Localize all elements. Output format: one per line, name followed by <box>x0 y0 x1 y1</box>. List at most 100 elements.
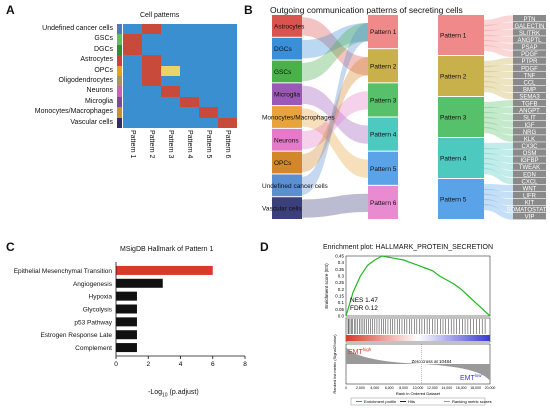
heatmap-row-label: Monocytes/Macrophages <box>34 108 113 116</box>
heatmap-cell <box>123 117 142 128</box>
heatmap-cell <box>161 96 180 108</box>
heatmap-cell <box>161 24 180 35</box>
gsea-metric-y-label: Ranked list metric (Signal2Noise) <box>332 334 337 394</box>
bar-chart-xlabel: -Log10 (p.adjust) <box>148 389 199 399</box>
heatmap-cell <box>123 55 142 66</box>
sankey-signal-label: ANGPT <box>519 109 540 115</box>
heatmap-col-label: Pattern 5 <box>204 130 212 159</box>
sankey-signal-label: PDGF <box>521 66 538 72</box>
gsea-legend-label: Ranking metric scores <box>452 399 492 404</box>
sankey-pattern-label: Pattern 5 <box>440 197 467 204</box>
heatmap-row-swatch <box>117 24 122 35</box>
sankey-pattern-node <box>438 15 484 55</box>
heatmap-cell <box>199 117 218 128</box>
sankey-flow <box>302 57 368 173</box>
sankey-signal-label: WNT <box>523 186 537 192</box>
gsea-emt-high: EMThigh <box>348 347 372 356</box>
sankey-flow <box>484 162 513 178</box>
sankey-flow <box>484 29 513 37</box>
heatmap-cell <box>199 76 218 87</box>
gsea-zero-cross-label: Zero cross at 10484 <box>411 359 452 364</box>
sankey-flow <box>302 91 368 150</box>
gsea-x-tick-label: 12,000 <box>427 386 438 390</box>
sankey-pattern-node <box>368 83 398 117</box>
gsea-metric-positive <box>346 347 422 364</box>
heatmap-cell <box>199 24 218 35</box>
sankey-cell-label: GSCs <box>274 69 292 76</box>
heatmap-cell <box>218 107 237 118</box>
heatmap-col-label: Pattern 3 <box>166 130 174 159</box>
sankey-signal-label: GALECTIN <box>514 24 544 30</box>
bar-category-label: Hypoxia <box>89 294 113 301</box>
bar-x-tick-label: 2 <box>146 361 150 368</box>
heatmap-row-label: Undefined cancer cells <box>42 25 113 32</box>
sankey-flow <box>484 75 513 86</box>
panel-d: D Enrichment plot: HALLMARK_PROTEIN_SECR… <box>258 238 550 409</box>
sankey-signal-label: BMP <box>523 87 536 93</box>
sankey-pattern-node <box>438 97 484 137</box>
bar-category-label: Estrogen Response Late <box>40 332 112 339</box>
sankey-cell-node <box>272 60 302 83</box>
sankey-flow <box>484 100 513 109</box>
heatmap-row-colorbar <box>117 24 122 128</box>
heatmap-cell <box>161 65 180 76</box>
heatmap-row-swatch <box>117 34 122 45</box>
sankey-title: Outgoing communication patterns of secre… <box>270 5 463 15</box>
sankey-signal-label: SLITRK <box>519 31 540 37</box>
sankey-flow <box>484 44 513 58</box>
heatmap-cell <box>218 24 237 35</box>
sankey-signal-label: TNF <box>524 73 536 79</box>
heatmap-row-swatch <box>117 86 122 97</box>
panel-b-label: B <box>244 3 253 17</box>
sankey-pattern-node <box>438 56 484 96</box>
heatmap-col-label: Pattern 4 <box>185 130 193 159</box>
sankey-signal-node <box>513 64 546 71</box>
sankey-signal-node <box>513 212 546 220</box>
heatmap-cell <box>123 34 142 45</box>
bar-x-tick-label: 0 <box>114 361 118 368</box>
heatmap-row-label: GSCs <box>94 35 113 43</box>
heatmap-cell <box>142 44 161 56</box>
sankey-flow <box>484 39 513 50</box>
gsea-y-tick-label: 0.35 <box>335 267 344 272</box>
heatmap-cell <box>161 86 180 97</box>
bar-x-tick-label: 4 <box>179 361 183 368</box>
heatmap-row-swatch <box>117 44 122 56</box>
heatmap-cell <box>123 65 142 76</box>
heatmap-cell <box>142 86 161 97</box>
heatmap-cell <box>180 117 199 128</box>
sankey-flow <box>302 22 368 195</box>
bar-chart-title: MSigDB Hallmark of Pattern 1 <box>120 246 214 253</box>
gsea-plot: 0.450.4 0.35 0.30.25 0.2 0.150.1 0.05 0.0 Enric… <box>324 254 495 406</box>
bar-x-tick-label: 6 <box>211 361 215 368</box>
sankey-pattern-node <box>438 138 484 178</box>
bar <box>116 265 213 275</box>
gsea-emt-low: EMTlow <box>460 373 482 382</box>
sankey-flow <box>484 142 513 150</box>
sankey-flow <box>484 85 513 100</box>
panel-c: C MSigDB Hallmark of Pattern 1 Epithelia… <box>0 238 260 409</box>
sankey-flow <box>484 188 513 199</box>
bar <box>116 304 137 314</box>
heatmap-cell <box>123 96 142 108</box>
sankey-signal-node <box>513 149 546 156</box>
gsea-y-tick-label: 0.45 <box>335 254 344 259</box>
sankey-signal-label: SLIT <box>523 116 536 122</box>
heatmap-cell <box>218 65 237 76</box>
sankey-cell-label: Astrocytes <box>274 23 305 30</box>
heatmap-cell <box>161 107 180 118</box>
gsea-y-label: Enrichment score (ES) <box>324 263 329 309</box>
sankey-signal-label: NRG <box>523 130 537 136</box>
sankey-signal-label: PTPR <box>521 59 538 65</box>
bar <box>116 317 137 327</box>
gsea-fdr: FDR 0.12 <box>350 305 378 312</box>
sankey-flow <box>302 85 368 144</box>
sankey-signal-label: PDGF <box>521 52 538 58</box>
gsea-x-tick-label: 14,000 <box>441 386 452 390</box>
gsea-metric-negative <box>421 364 490 381</box>
heatmap-col-label: Pattern 2 <box>147 130 155 159</box>
sankey-signal-node <box>513 113 546 121</box>
bar-category-label: Glycolysis <box>83 307 113 314</box>
sankey-cell-node <box>272 37 302 60</box>
sankey-signal-node <box>513 121 546 128</box>
